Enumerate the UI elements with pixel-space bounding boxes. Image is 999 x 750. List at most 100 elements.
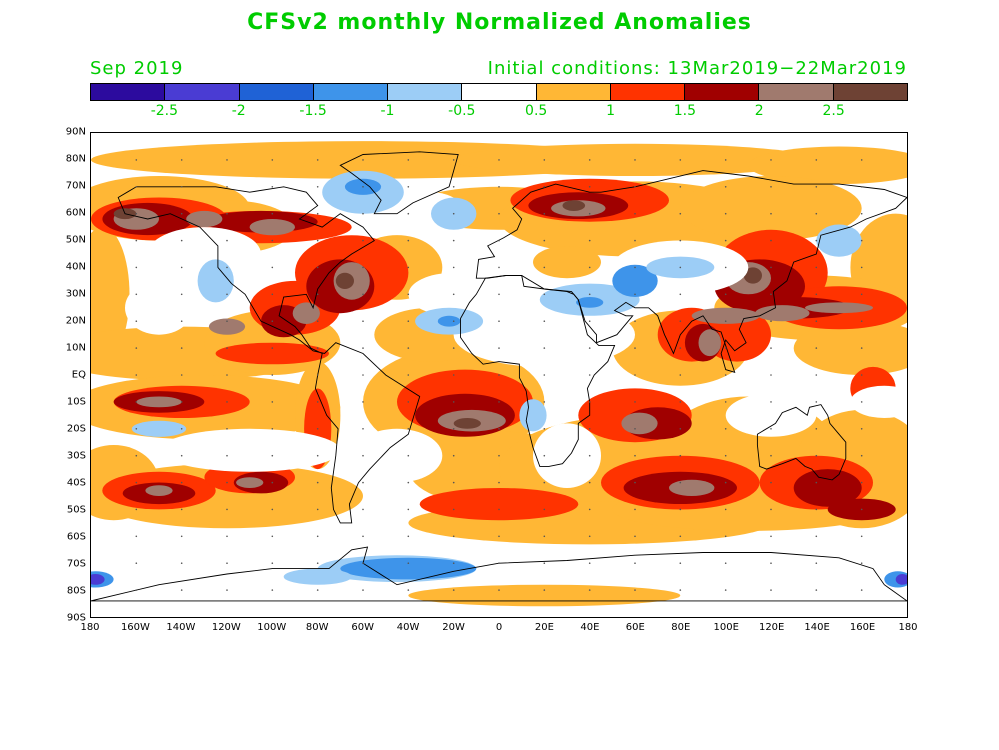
grid-dot <box>679 454 682 457</box>
grid-dot <box>135 266 138 269</box>
grid-dot <box>770 266 772 269</box>
grid-dot <box>724 535 727 538</box>
colorbar-label: 1 <box>606 103 615 119</box>
grid-dot <box>860 239 863 242</box>
grid-dot <box>543 293 546 296</box>
grid-dot <box>180 293 183 296</box>
grid-dot <box>271 186 274 188</box>
grid-dot <box>588 508 591 511</box>
grid-dot <box>860 535 863 538</box>
colorbar-swatch <box>536 84 611 100</box>
grid-dot <box>271 347 274 349</box>
grid-dot <box>679 428 682 430</box>
grid-dot <box>724 401 727 403</box>
grid-dot <box>498 589 500 591</box>
lon-tick-label: 180 <box>80 622 100 633</box>
darkbrown-anomaly-region <box>335 272 354 289</box>
grid-dot <box>634 562 636 564</box>
grid-dot <box>180 159 183 161</box>
grid-dot <box>407 481 410 484</box>
grid-dot <box>226 266 228 269</box>
lon-tick-label: 80W <box>305 622 329 633</box>
grid-dot <box>407 508 410 511</box>
grid-dot <box>271 320 274 322</box>
cold-anomaly-layer <box>91 170 907 588</box>
colorbar-swatch <box>685 84 760 100</box>
grid-dot <box>362 508 364 511</box>
grid-dot <box>770 374 772 376</box>
grid-dot <box>407 239 410 242</box>
grid-dot <box>770 589 772 591</box>
grid-dot <box>679 239 682 242</box>
grid-dot <box>770 320 772 322</box>
grid-dot <box>815 589 818 591</box>
brown-anomaly-region <box>145 485 173 496</box>
grid-dot <box>316 239 319 242</box>
grid-dot <box>498 428 500 430</box>
neutral-region <box>499 547 771 569</box>
grid-dot <box>588 454 591 457</box>
lat-tick-label: 10S <box>66 396 86 408</box>
grid-dot <box>180 320 183 322</box>
grid-dot <box>226 374 228 376</box>
grid-dot <box>226 347 228 349</box>
grid-dot <box>588 159 591 161</box>
grid-dot <box>135 186 138 188</box>
brown-anomaly-region <box>691 307 760 324</box>
grid-dot <box>362 562 364 564</box>
grid-dot <box>226 589 228 591</box>
grid-dot <box>180 562 183 564</box>
brown-anomaly-region <box>136 396 182 408</box>
grid-dot <box>316 401 319 403</box>
grid-dot <box>724 508 727 511</box>
valid-month: Sep 2019 <box>90 58 184 79</box>
grid-dot <box>407 374 410 376</box>
grid-dot <box>271 454 274 457</box>
grid-dot <box>135 320 138 322</box>
grid-dot <box>815 508 818 511</box>
coastline <box>91 546 907 602</box>
grid-dot <box>226 186 228 188</box>
grid-dot <box>135 239 138 242</box>
grid-dot <box>770 562 772 564</box>
colorbar-label: 2.5 <box>822 103 845 119</box>
grid-dot <box>180 589 183 591</box>
grid-dot <box>180 481 183 484</box>
grid-dot <box>543 454 546 457</box>
grid-dot <box>679 535 682 538</box>
grid-dot <box>407 159 410 161</box>
neutral-region <box>533 423 601 489</box>
grid-dot <box>362 454 364 457</box>
grid-dot <box>316 508 319 511</box>
lat-tick-label: 50N <box>65 234 86 246</box>
grid-dot <box>770 293 772 296</box>
grid-dot <box>543 535 546 538</box>
grid-dot <box>543 159 546 161</box>
neutral-region <box>125 280 193 335</box>
lat-tick-label: 90N <box>65 126 86 138</box>
lon-tick-label: 80E <box>671 622 691 633</box>
grid-dot <box>498 481 500 484</box>
grid-dot <box>860 428 863 430</box>
grid-dot <box>543 428 546 430</box>
grid-dot <box>543 401 546 403</box>
grid-dot <box>407 320 410 322</box>
grid-dot <box>452 562 455 564</box>
grid-dot <box>724 239 727 242</box>
grid-dot <box>362 428 364 430</box>
grid-dot <box>543 508 546 511</box>
lat-tick-label: 80S <box>66 585 86 597</box>
grid-dot <box>226 428 228 430</box>
grid-dot <box>588 293 591 296</box>
colorbar-label: -0.5 <box>448 103 476 119</box>
grid-dot <box>180 212 183 215</box>
orange-anomaly-region <box>680 176 862 241</box>
grid-dot <box>679 562 682 564</box>
grid-dot <box>815 186 818 188</box>
lon-tick-label: 120E <box>758 622 785 633</box>
grid-dot <box>679 186 682 188</box>
grid-dot <box>860 186 863 188</box>
grid-dot <box>316 589 319 591</box>
grid-dot <box>135 347 138 349</box>
grid-dot <box>452 293 455 296</box>
